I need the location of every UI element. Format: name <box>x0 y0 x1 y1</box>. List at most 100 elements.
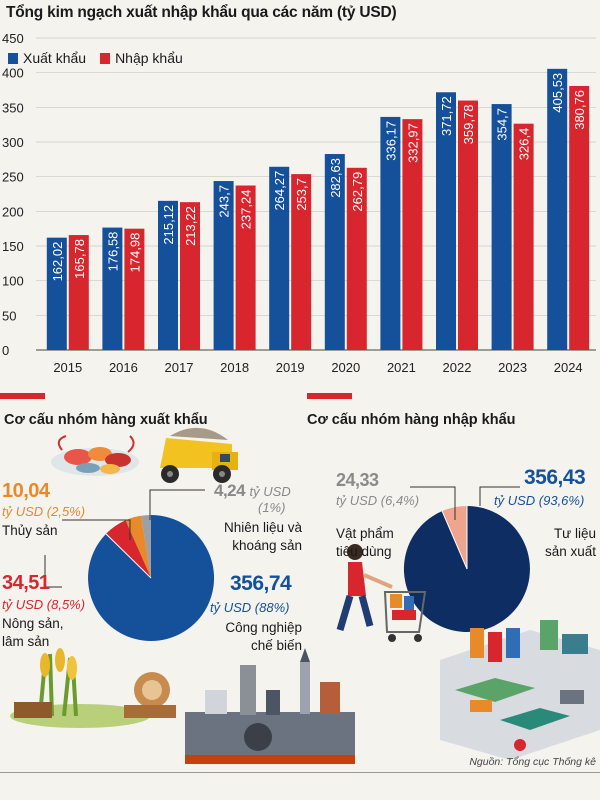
tu-lieu-unit: tỷ USD (93,6%) <box>494 493 585 508</box>
tu-lieu-value: 356,43 <box>524 466 586 489</box>
thuy-san-label: Thủy sản <box>2 523 58 538</box>
import-pie <box>403 505 530 632</box>
legend-item-export: Xuất khẩu <box>8 50 86 66</box>
x-tick-label: 2024 <box>554 360 583 375</box>
y-tick-label: 200 <box>2 204 24 219</box>
industrial-machinery-illustration <box>440 620 600 760</box>
pie-slice-cong-nghiep <box>88 515 215 641</box>
tieu-dung-label-2: tiêu dùng <box>336 544 392 559</box>
cong-nghiep-label-1: Công nghiệp <box>225 620 302 635</box>
x-tick-label: 2016 <box>109 360 138 375</box>
bar-value-label: 162,02 <box>50 242 65 282</box>
bar-value-label: 237,24 <box>239 190 254 230</box>
tieu-dung-unit: tỷ USD (6,4%) <box>336 493 420 508</box>
nhien-lieu-value: 4,24 <box>214 481 246 500</box>
bar-import-2019 <box>291 174 312 350</box>
legend-label-export: Xuất khẩu <box>23 50 87 66</box>
mining-truck-illustration <box>160 427 238 483</box>
y-tick-label: 50 <box>2 308 16 323</box>
tieu-dung-value: 24,33 <box>336 470 379 490</box>
bar-import-2024 <box>569 86 590 350</box>
export-pie <box>88 515 215 641</box>
export-section-title: Cơ cấu nhóm hàng xuất khẩu <box>4 412 208 428</box>
bar-value-label: 336,17 <box>383 121 398 161</box>
agriculture-illustration <box>10 648 176 728</box>
bar-value-label: 326,4 <box>517 128 532 161</box>
x-tick-label: 2015 <box>53 360 82 375</box>
source-note: Nguồn: Tổng cục Thống kê <box>469 756 596 768</box>
cong-nghiep-unit: tỷ USD (88%) <box>210 600 290 615</box>
bar-value-label: 213,22 <box>183 206 198 246</box>
thuy-san-value: 10,04 <box>2 480 50 502</box>
bar-value-label: 359,78 <box>461 105 476 145</box>
y-tick-label: 0 <box>2 343 9 358</box>
bar-value-label: 174,98 <box>127 233 142 273</box>
bar-value-label: 264,27 <box>272 171 287 211</box>
bar-import-2021 <box>402 119 423 350</box>
bar-export-2024 <box>547 68 568 351</box>
nhien-lieu-value-row: 4,24 tỷ USD <box>214 481 291 501</box>
bar-export-2017 <box>158 200 178 350</box>
y-tick-label: 350 <box>2 100 24 115</box>
x-tick-label: 2022 <box>443 360 472 375</box>
bar-import-2018 <box>235 185 256 350</box>
cong-nghiep-value: 356,74 <box>230 572 292 595</box>
nong-san-label-1: Nông sản, <box>2 616 64 631</box>
x-tick-label: 2020 <box>331 360 360 375</box>
cong-nghiep-label-2: chế biến <box>250 638 302 653</box>
legend-swatch-import <box>100 53 111 64</box>
thuy-san-unit: tỷ USD (2,5%) <box>2 504 86 519</box>
legend-swatch-export <box>8 53 18 64</box>
nong-san-value: 34,51 <box>2 572 50 594</box>
nhien-lieu-label-2: khoáng sản <box>232 538 302 553</box>
bar-import-2023 <box>513 123 534 350</box>
bar-import-2016 <box>124 228 145 350</box>
seafood-illustration <box>51 435 139 476</box>
bar-value-label: 253,7 <box>294 178 309 211</box>
import-section-title: Cơ cấu nhóm hàng nhập khẩu <box>307 412 516 428</box>
bar-export-2018 <box>213 181 234 350</box>
bar-export-2023 <box>491 104 512 350</box>
x-tick-label: 2019 <box>276 360 305 375</box>
bar-import-2017 <box>180 202 200 350</box>
x-tick-label: 2018 <box>220 360 249 375</box>
y-tick-label: 300 <box>2 135 24 150</box>
y-tick-label: 400 <box>2 66 24 81</box>
pie-slice-thuy-san <box>125 515 151 578</box>
legend-label-import: Nhập khẩu <box>115 50 183 66</box>
bar-import-2022 <box>458 100 478 350</box>
bar-value-label: 282,63 <box>328 158 343 198</box>
bar-export-2022 <box>436 92 456 350</box>
pie-slice-tu-lieu <box>403 506 530 632</box>
tu-lieu-label-1: Tư liệu <box>553 526 596 541</box>
pie-slice-nong-san <box>106 520 151 578</box>
bar-export-2016 <box>102 227 123 350</box>
chart-legend: Xuất khẩu Nhập khẩu <box>8 50 183 66</box>
tieu-dung-label-1: Vật phẩm <box>336 526 394 541</box>
nhien-lieu-pct: (1%) <box>258 500 286 515</box>
x-tick-label: 2023 <box>498 360 527 375</box>
x-tick-label: 2021 <box>387 360 416 375</box>
bar-value-label: 165,78 <box>72 239 87 279</box>
bar-export-2019 <box>269 166 290 350</box>
bar-value-label: 262,79 <box>350 172 365 212</box>
bar-value-label: 354,7 <box>495 108 510 141</box>
factory-illustration <box>185 648 355 764</box>
x-tick-label: 2017 <box>165 360 194 375</box>
nong-san-unit: tỷ USD (8,5%) <box>2 597 86 612</box>
bar-value-label: 243,7 <box>217 185 232 218</box>
y-tick-label: 100 <box>2 274 24 289</box>
bar-export-2015 <box>46 237 67 350</box>
bar-value-label: 176,58 <box>105 232 120 272</box>
legend-item-import: Nhập khẩu <box>100 50 183 66</box>
tu-lieu-label-2: sản xuất <box>544 544 596 559</box>
y-tick-label: 250 <box>2 170 24 185</box>
bar-import-2015 <box>68 235 89 350</box>
bar-import-2020 <box>346 167 367 350</box>
section-divider-right <box>307 393 352 399</box>
y-tick-label: 450 <box>2 31 24 46</box>
bar-chart: 0 50 100 150 200 250 300 350 400 450 162,02 165,78 2… <box>2 31 596 375</box>
pie-slice-nhien-lieu <box>141 515 151 578</box>
page-title: Tổng kim ngạch xuất nhập khẩu qua các nă… <box>6 4 397 21</box>
bar-value-label: 405,53 <box>550 73 565 113</box>
